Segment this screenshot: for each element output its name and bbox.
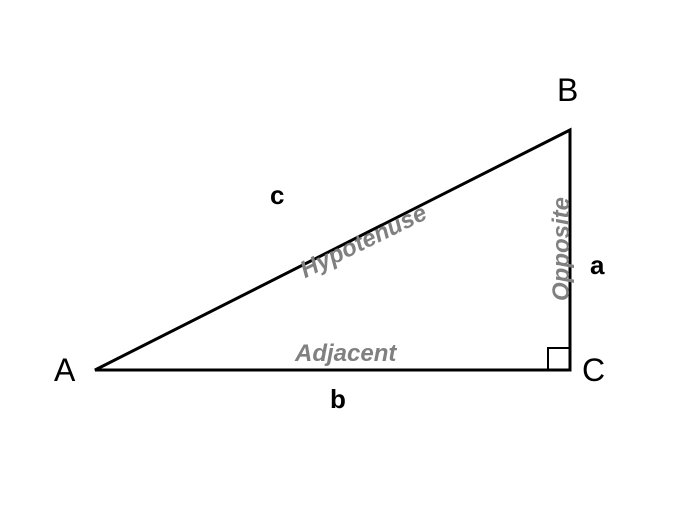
vertex-label-a: A	[54, 352, 75, 389]
side-label-c: c	[270, 180, 284, 211]
desc-opposite: Opposite	[548, 197, 576, 301]
desc-adjacent: Adjacent	[295, 340, 396, 368]
vertex-label-c: C	[582, 352, 605, 389]
side-label-a: a	[590, 250, 604, 281]
vertex-label-b: B	[557, 72, 578, 109]
side-label-b: b	[330, 384, 346, 415]
right-angle-marker	[548, 348, 570, 370]
